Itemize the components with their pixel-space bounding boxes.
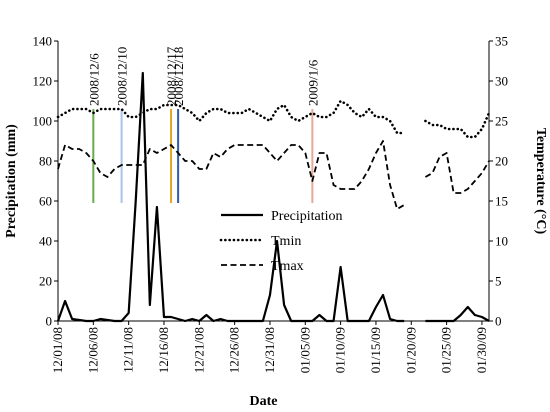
x-tick-label: 12/01/08	[50, 327, 65, 373]
y-right-tick-label: 5	[495, 274, 502, 289]
legend-label-tmin: Tmin	[271, 234, 301, 249]
y-left-tick-label: 100	[33, 114, 53, 129]
x-axis-title: Date	[250, 394, 278, 409]
axes: 0 20 40 60 80 100 120 140 0 5 10 15 20 25 30 35 12/01/08…	[33, 34, 509, 374]
y-right-tick-label: 0	[495, 314, 502, 329]
legend-label-precipitation: Precipitation	[271, 209, 343, 224]
annotation-label: 2008/12/17	[164, 46, 179, 106]
x-tick-label: 12/11/08	[121, 327, 136, 373]
y-left-tick-label: 20	[39, 274, 52, 289]
annotation-label: 2009/1/6	[305, 59, 320, 106]
y-left-tick-label: 140	[33, 34, 53, 49]
y-right-tick-label: 20	[495, 154, 508, 169]
y-left-tick-label: 40	[39, 234, 52, 249]
y-right-tick-label: 30	[495, 74, 508, 89]
y-right-tick-label: 15	[495, 194, 508, 209]
x-tick-label: 12/06/08	[85, 327, 100, 373]
x-tick-label: 01/05/09	[297, 327, 312, 373]
y-right-tick-label: 25	[495, 114, 508, 129]
y-axis-left-title: Precipitation (mm)	[4, 124, 19, 238]
legend: Precipitation Tmin Tmax	[219, 209, 343, 274]
x-tick-label: 01/20/09	[403, 327, 418, 373]
x-tick-label: 12/31/08	[262, 327, 277, 373]
x-tick-label: 01/25/09	[439, 327, 454, 373]
x-tick-label: 12/26/08	[227, 327, 242, 373]
y-left-tick-label: 120	[33, 74, 53, 89]
series-lines	[56, 71, 491, 323]
x-tick-label: 12/16/08	[156, 327, 171, 373]
x-tick-label: 01/10/09	[333, 327, 348, 373]
series-line-tmin	[56, 99, 491, 139]
y-right-tick-label: 10	[495, 234, 508, 249]
series-line-tmax	[57, 140, 490, 210]
y-right-tick-label: 35	[495, 34, 508, 49]
x-tick-label: 01/30/09	[474, 327, 489, 373]
annotation-label: 2008/12/18	[171, 47, 186, 106]
legend-label-tmax: Tmax	[271, 259, 304, 274]
y-left-tick-label: 0	[46, 314, 53, 329]
y-left-tick-label: 80	[39, 154, 52, 169]
annotation-label: 2008/12/6	[86, 53, 101, 106]
annotation-label: 2008/12/10	[115, 47, 130, 106]
y-axis-right-title: Temperature (°C)	[533, 128, 548, 235]
y-left-tick-label: 60	[39, 194, 52, 209]
x-tick-label: 12/21/08	[191, 327, 206, 373]
x-tick-label: 01/15/09	[368, 327, 383, 373]
